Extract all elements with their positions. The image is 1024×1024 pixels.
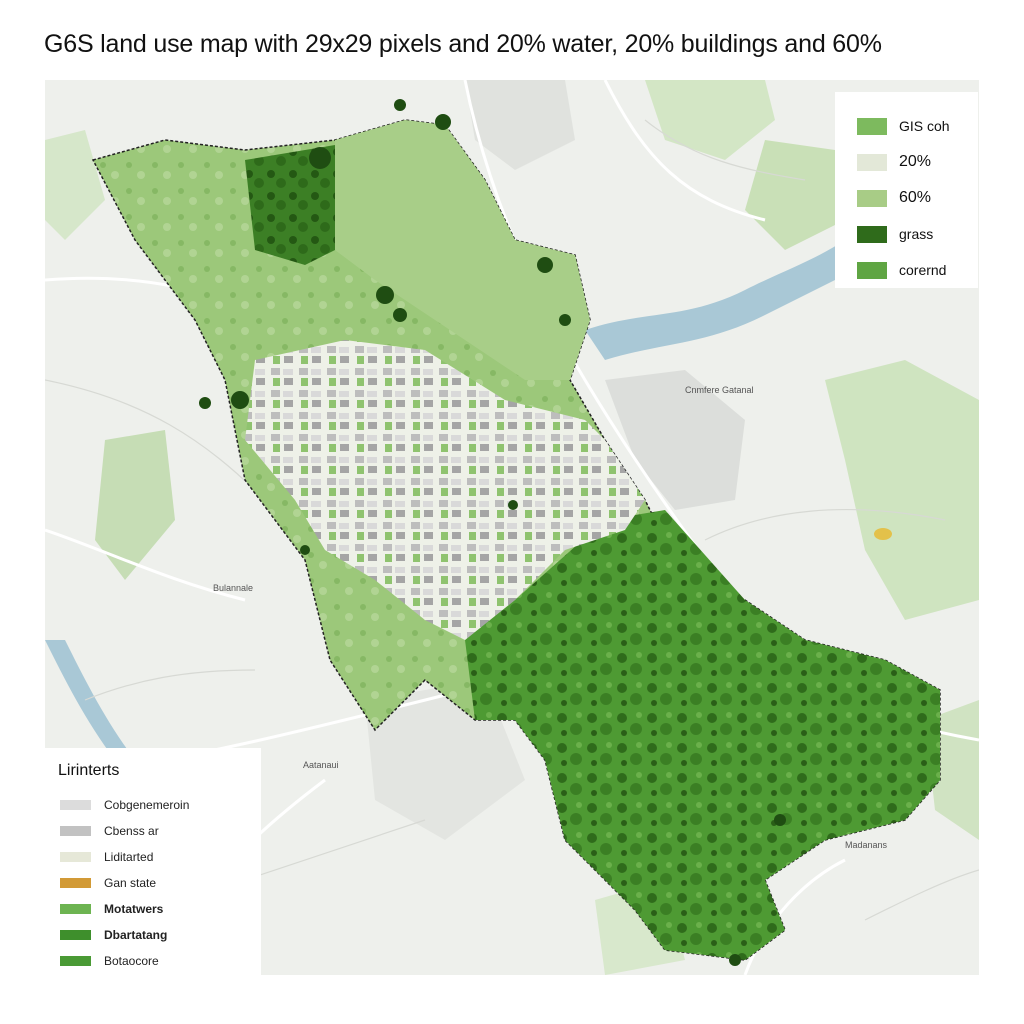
legend-swatch (857, 117, 887, 135)
legend-swatch (60, 878, 91, 888)
legend-item: Dbartatang (58, 922, 261, 948)
legend-swatch (60, 904, 91, 914)
legend-swatch (60, 826, 91, 836)
legend-swatch (857, 189, 887, 207)
legend-label: Botaocore (104, 954, 159, 968)
legend-title: Lirinterts (58, 762, 120, 779)
legend-label: Motatwers (104, 902, 164, 916)
place-label: Madanans (845, 840, 888, 850)
legend-item: corernd (857, 252, 978, 288)
legend-label: Dbartatang (104, 928, 168, 942)
legend-item: Motatwers (58, 896, 261, 922)
legend-item: 20% (857, 144, 978, 180)
legend-swatch (857, 261, 887, 279)
legend-label: corernd (899, 262, 947, 278)
legend-label: GIS coh (899, 118, 950, 134)
legend-label: 60% (899, 189, 932, 206)
legend-item: Botaocore (58, 948, 261, 974)
legend-top: GIS coh 20% 60% grass corernd (835, 92, 978, 288)
legend-item: Cobgenemeroin (58, 792, 261, 818)
legend-item: Gan state (58, 870, 261, 896)
legend-item: GIS coh (857, 108, 978, 144)
legend-label: Gan state (104, 876, 157, 890)
legend-label: grass (899, 226, 934, 242)
legend-item: 60% (857, 180, 978, 216)
legend-swatch (60, 956, 91, 966)
legend-swatch (857, 153, 887, 171)
legend-swatch (60, 800, 91, 810)
legend-label: 20% (899, 153, 932, 170)
legend-swatch (60, 930, 91, 940)
legend-bottom: Lirinterts Cobgenemeroin Cbenss ar Lidit… (45, 748, 261, 975)
legend-swatch (857, 225, 887, 243)
legend-label: Cobgenemeroin (104, 798, 190, 812)
map-title: G6S land use map with 29x29 pixels and 2… (44, 30, 882, 58)
legend-label: Liditarted (104, 850, 154, 864)
place-label: Bulannale (213, 583, 253, 593)
legend-swatch (60, 852, 91, 862)
legend-label: Cbenss ar (104, 824, 159, 838)
legend-item: Cbenss ar (58, 818, 261, 844)
legend-item: Liditarted (58, 844, 261, 870)
place-label: Cnmfere Gatanal (685, 385, 754, 395)
legend-item: grass (857, 216, 978, 252)
place-label: Aatanaui (303, 760, 339, 770)
